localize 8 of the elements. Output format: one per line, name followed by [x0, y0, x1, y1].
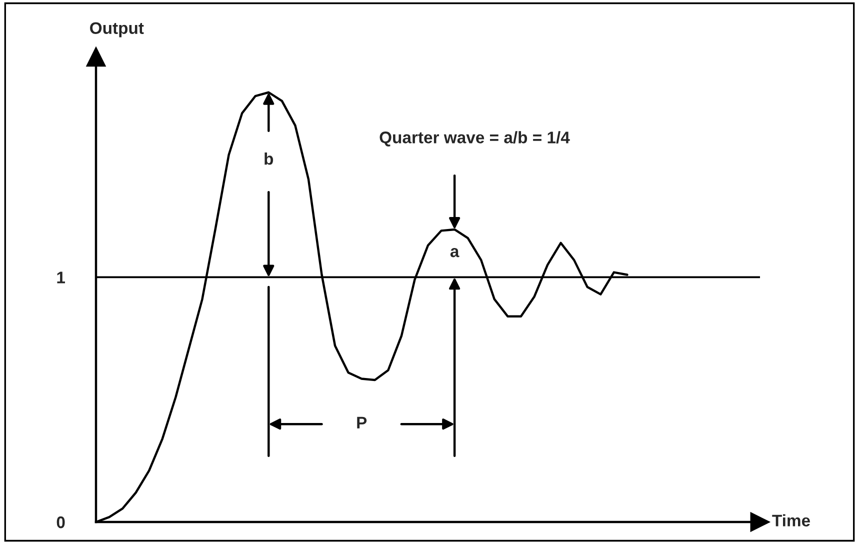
x-axis-title: Time	[772, 514, 810, 526]
y-axis-title: Output	[90, 22, 144, 38]
annotation: a	[450, 248, 460, 258]
annotation: P	[357, 416, 367, 428]
y-tick-label: 0	[56, 516, 65, 528]
annotation: b	[264, 152, 274, 165]
annotation: Quarter wave = a/b = 1/4	[380, 131, 570, 146]
y-tick-label: 1	[57, 272, 65, 284]
